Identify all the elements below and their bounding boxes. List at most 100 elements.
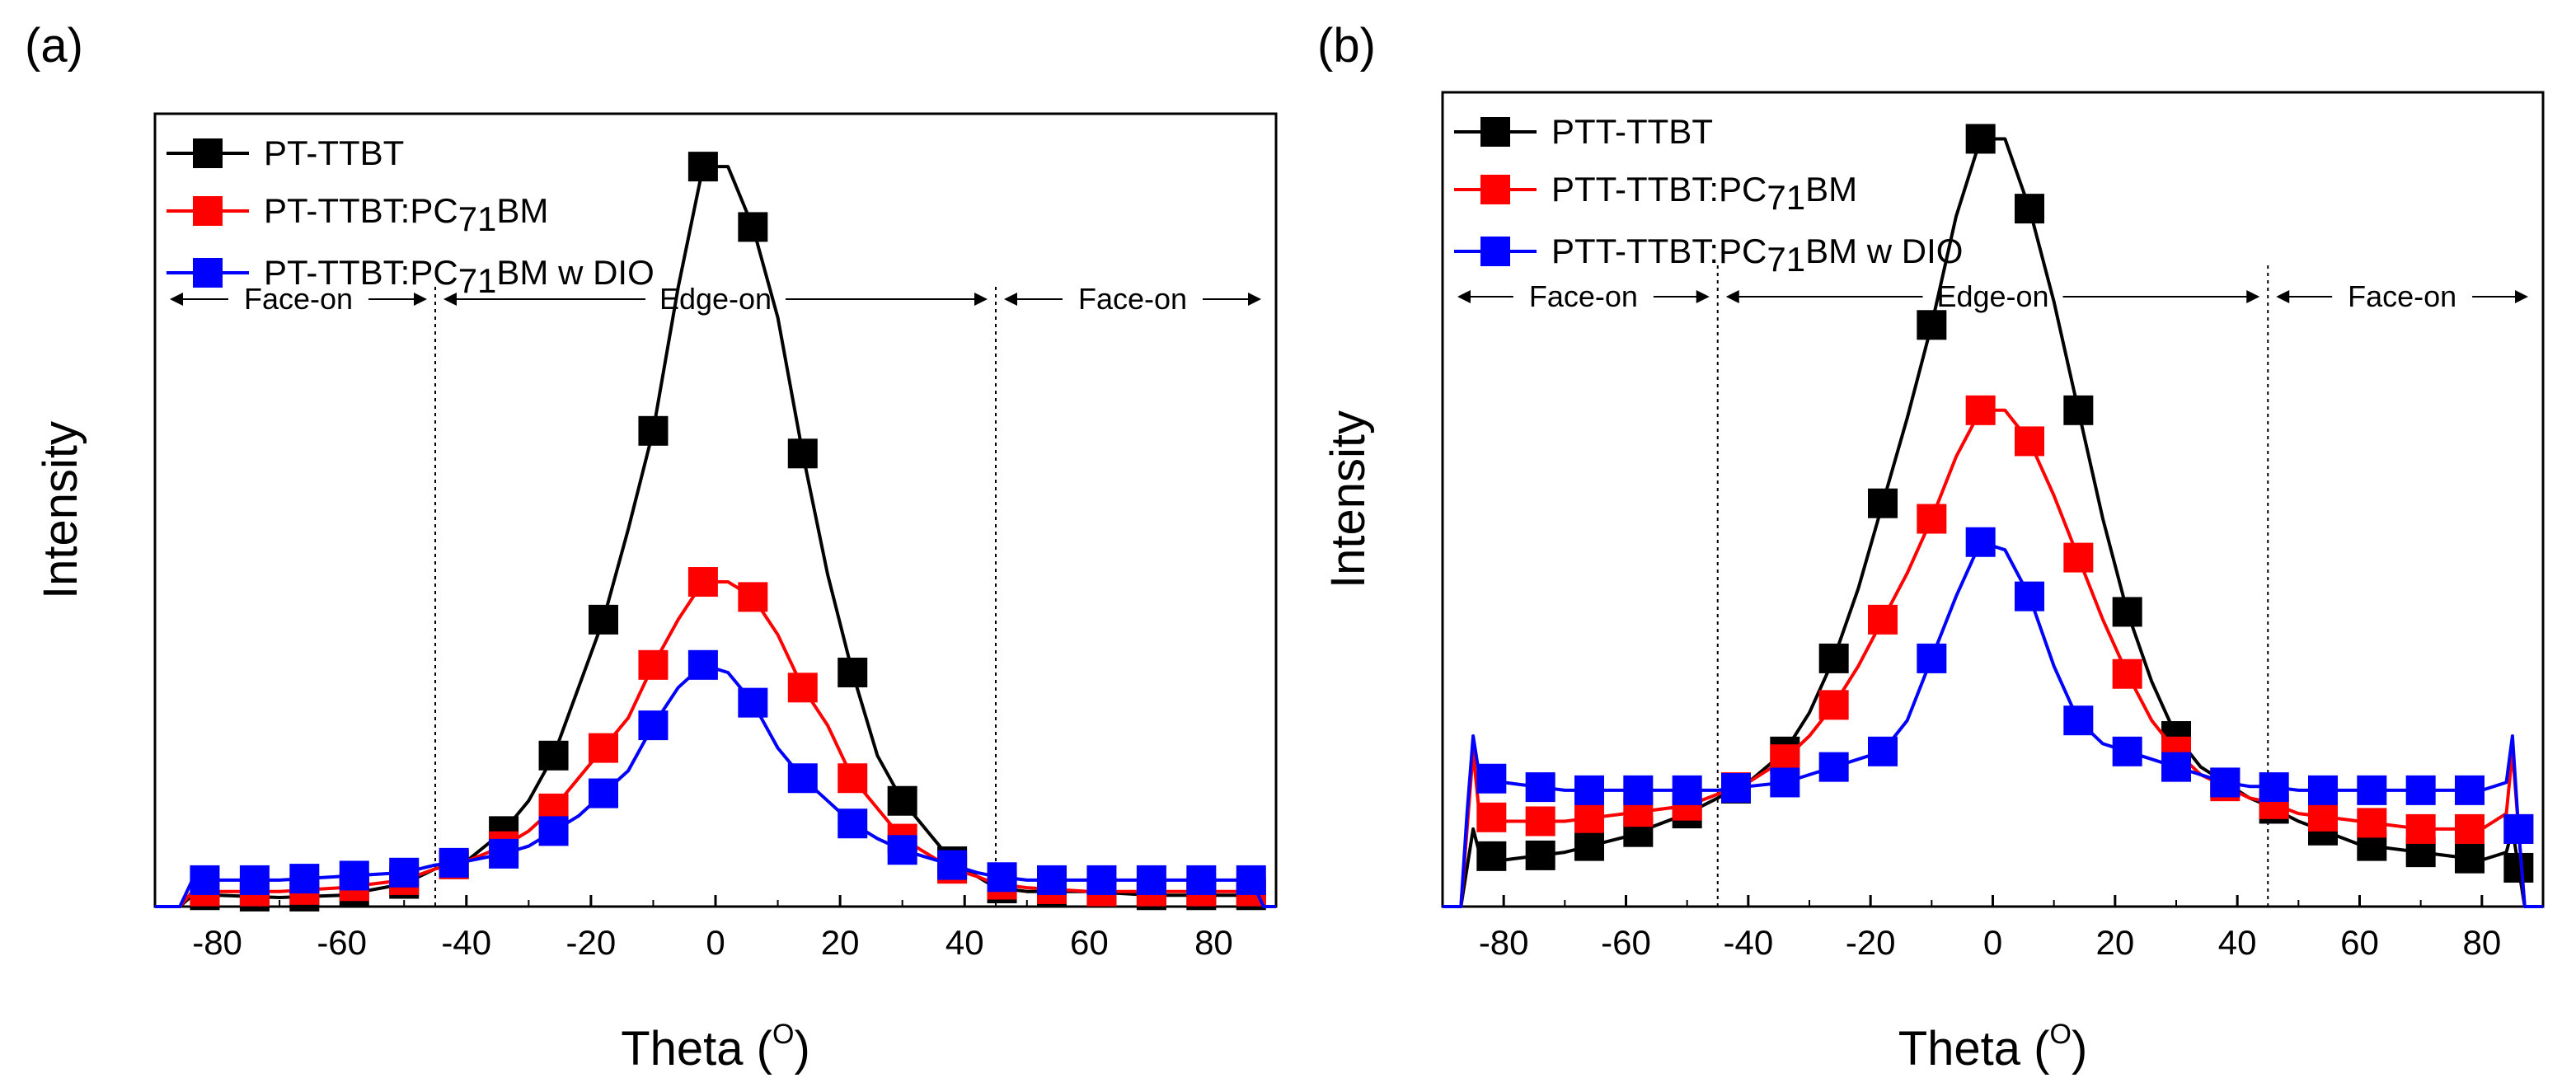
x-tick-label: 40	[945, 923, 984, 962]
legend-marker-3	[193, 258, 223, 288]
data-point	[887, 785, 917, 816]
region-edge-on-label: Edge-on	[1936, 279, 2048, 313]
data-point	[687, 152, 718, 182]
region-edge-on-arrowhead-left	[1725, 290, 1739, 303]
legend-marker-3	[1480, 237, 1510, 266]
x-tick-label: -40	[441, 923, 491, 962]
data-point	[638, 649, 669, 680]
data-point	[2455, 813, 2485, 844]
data-point	[339, 860, 369, 891]
x-tick-label: -60	[1601, 923, 1651, 962]
legend-entry-main: PT-TTBT	[264, 134, 404, 172]
legend-entry-1: PTT-TTBT	[1551, 112, 1713, 151]
data-point	[1525, 806, 1555, 837]
legend-marker-2	[1480, 175, 1510, 204]
legend-entry-main: PTT-TTBT	[1551, 112, 1713, 151]
region-face-on-left-arrowhead-right	[1696, 290, 1710, 303]
data-point	[838, 808, 868, 839]
legend-marker-2	[193, 196, 223, 226]
legend-marker-1	[1480, 117, 1510, 147]
data-point	[2112, 597, 2142, 627]
data-point	[937, 850, 968, 880]
x-axis-label: Theta (O)	[1898, 1019, 2088, 1076]
data-point	[1476, 802, 1507, 832]
data-point	[589, 778, 618, 808]
data-point	[887, 835, 917, 865]
region-edge-on-arrowhead-right	[2246, 290, 2260, 303]
legend-entry-3: PTT-TTBT:PC71BM w DIO	[1551, 232, 1963, 279]
data-point	[787, 763, 818, 794]
x-tick-label: 0	[706, 923, 725, 962]
data-point	[2503, 813, 2534, 844]
data-point	[439, 847, 469, 878]
x-axis-label-close: )	[2072, 1022, 2087, 1076]
data-point	[1623, 775, 1654, 805]
region-edge-on-arrowhead-right	[974, 293, 988, 306]
data-point	[1868, 488, 1898, 518]
data-point	[489, 838, 519, 869]
data-point	[2357, 808, 2387, 838]
data-point	[1525, 840, 1555, 870]
legend-marker-1	[193, 138, 223, 168]
data-point	[638, 710, 669, 741]
panel-label-a: (a)	[25, 19, 83, 73]
data-point	[589, 733, 618, 763]
region-face-on-right-arrowhead-left	[1004, 293, 1017, 306]
legend-entry-tail: BM	[496, 191, 548, 230]
x-axis-label-text: Theta (	[621, 1022, 772, 1076]
data-point	[787, 438, 818, 469]
y-axis-label: Intensity	[1321, 410, 1375, 588]
data-point	[2063, 705, 2094, 736]
region-face-on-right-arrowhead-right	[1248, 293, 1261, 306]
data-point	[2063, 542, 2094, 573]
data-point	[1037, 865, 1067, 895]
legend-entry-main: PTT-TTBT:PC	[1551, 170, 1767, 209]
data-point	[1476, 763, 1507, 794]
data-point	[2015, 194, 2044, 224]
x-tick-label: 20	[2095, 923, 2134, 962]
data-point	[289, 864, 320, 894]
series-line-2	[155, 580, 1276, 908]
x-axis-label-close: )	[794, 1022, 809, 1076]
x-axis-label-unit: O	[2049, 1019, 2071, 1050]
data-point	[838, 657, 868, 687]
data-point	[738, 212, 768, 242]
legend-entry-tail: BM	[1805, 170, 1857, 209]
legend-entry-2: PTT-TTBT:PC71BM	[1551, 170, 1857, 217]
data-point	[538, 816, 569, 846]
data-point	[787, 673, 818, 703]
data-point	[2112, 736, 2142, 766]
data-point	[1818, 643, 1849, 673]
data-point	[2503, 852, 2534, 883]
data-point	[1721, 773, 1751, 804]
data-point	[190, 865, 220, 895]
data-point	[2015, 581, 2044, 612]
x-tick-label: 60	[1070, 923, 1109, 962]
data-point	[1236, 865, 1266, 895]
x-tick-label: 60	[2340, 923, 2379, 962]
data-point	[389, 857, 420, 888]
data-point	[687, 649, 718, 680]
legend-entry-3: PT-TTBT:PC71BM w DIO	[264, 253, 655, 300]
legend-entry-subscript: 71	[1767, 178, 1805, 217]
data-point	[687, 567, 718, 598]
x-tick-label: -40	[1723, 923, 1773, 962]
data-point	[1574, 803, 1604, 833]
region-face-on-right-label: Face-on	[1078, 282, 1187, 316]
legend-entry-main: PT-TTBT:PC	[264, 191, 458, 230]
region-face-on-right-arrowhead-left	[2276, 290, 2290, 303]
data-point	[838, 763, 868, 794]
x-axis-label-unit: O	[772, 1019, 794, 1050]
data-point	[589, 604, 618, 635]
legend-entry-subscript: 71	[1767, 240, 1805, 279]
x-axis-label: Theta (O)	[621, 1019, 810, 1076]
data-point	[2161, 752, 2191, 782]
legend-entry-subscript: 71	[458, 261, 497, 300]
panel-label-b: (b)	[1317, 19, 1376, 73]
data-point	[1770, 767, 1800, 798]
data-point	[638, 415, 669, 446]
data-point	[2455, 775, 2485, 805]
data-point	[2308, 775, 2338, 805]
x-tick-label: -80	[192, 923, 242, 962]
